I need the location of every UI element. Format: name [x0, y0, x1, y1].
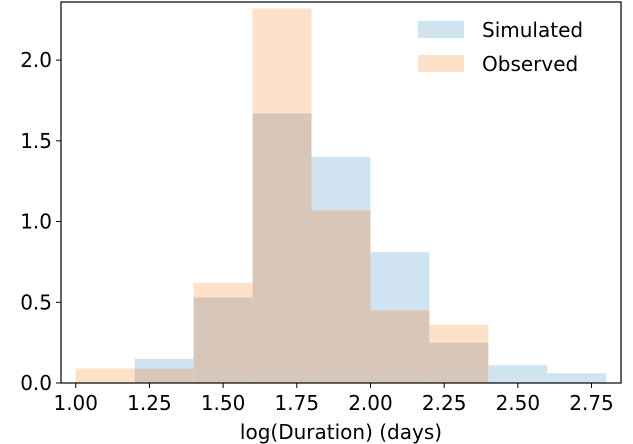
x-tick-label: 1.25	[127, 391, 172, 415]
x-tick-label: 2.75	[569, 391, 614, 415]
x-tick-label: 1.00	[53, 391, 98, 415]
legend: Simulated Observed	[418, 18, 583, 76]
legend-swatch-simulated	[418, 21, 464, 38]
legend-swatch-observed	[418, 55, 464, 72]
y-tick-label: 2.0	[20, 48, 52, 72]
y-axis: 0.0 0.5 1.0 1.5 2.0	[20, 48, 61, 395]
bar-top-2	[193, 282, 253, 298]
legend-label-observed: Observed	[482, 52, 578, 76]
bar-overlap-4	[311, 210, 371, 383]
bar-overlap-5	[370, 310, 430, 383]
bar-top-0	[75, 368, 135, 383]
x-axis-label: log(Duration) (days)	[240, 420, 442, 444]
bar-top-5	[370, 252, 430, 311]
bar-top-4	[311, 156, 371, 211]
y-tick-label: 1.5	[20, 129, 52, 153]
x-tick-label: 2.25	[422, 391, 467, 415]
x-tick-label: 2.50	[496, 391, 541, 415]
x-tick-label: 1.75	[275, 391, 320, 415]
x-tick-label: 2.00	[348, 391, 393, 415]
bars-layer	[75, 8, 607, 383]
bar-top-6	[429, 324, 489, 343]
x-tick-label: 1.50	[201, 391, 246, 415]
bar-top-1	[134, 358, 194, 369]
y-tick-label: 0.0	[20, 371, 52, 395]
x-axis: 1.00 1.25 1.50 1.75 2.00 2.25 2.50 2.75	[53, 383, 614, 415]
bar-top-7	[488, 365, 548, 383]
plot-frame	[60, 1, 622, 384]
legend-label-simulated: Simulated	[482, 18, 583, 42]
y-tick-label: 1.0	[20, 210, 52, 234]
y-tick-label: 0.5	[20, 290, 52, 314]
bar-top-8	[547, 373, 607, 383]
bar-overlap-2	[193, 297, 253, 383]
bar-overlap-1	[134, 368, 194, 383]
bar-overlap-6	[429, 342, 489, 383]
bar-overlap-3	[252, 113, 312, 383]
bar-top-3	[252, 8, 312, 114]
